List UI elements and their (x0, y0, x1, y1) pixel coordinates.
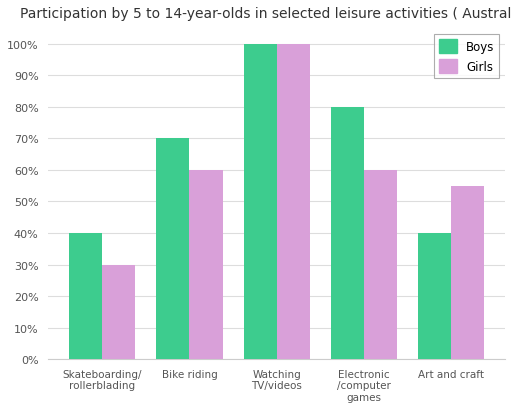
Bar (364, 171, 397, 359)
Bar (418, 234, 451, 359)
Title: Participation by 5 to 14-year-olds in selected leisure activities ( Australia ): Participation by 5 to 14-year-olds in se… (20, 7, 512, 21)
Bar (156, 139, 189, 359)
Bar (102, 265, 135, 359)
Bar (189, 171, 223, 359)
Bar (331, 108, 364, 359)
Legend: Boys, Girls: Boys, Girls (434, 35, 499, 79)
Bar (244, 45, 276, 359)
Bar (276, 45, 310, 359)
Bar (69, 234, 102, 359)
Bar (451, 186, 484, 359)
